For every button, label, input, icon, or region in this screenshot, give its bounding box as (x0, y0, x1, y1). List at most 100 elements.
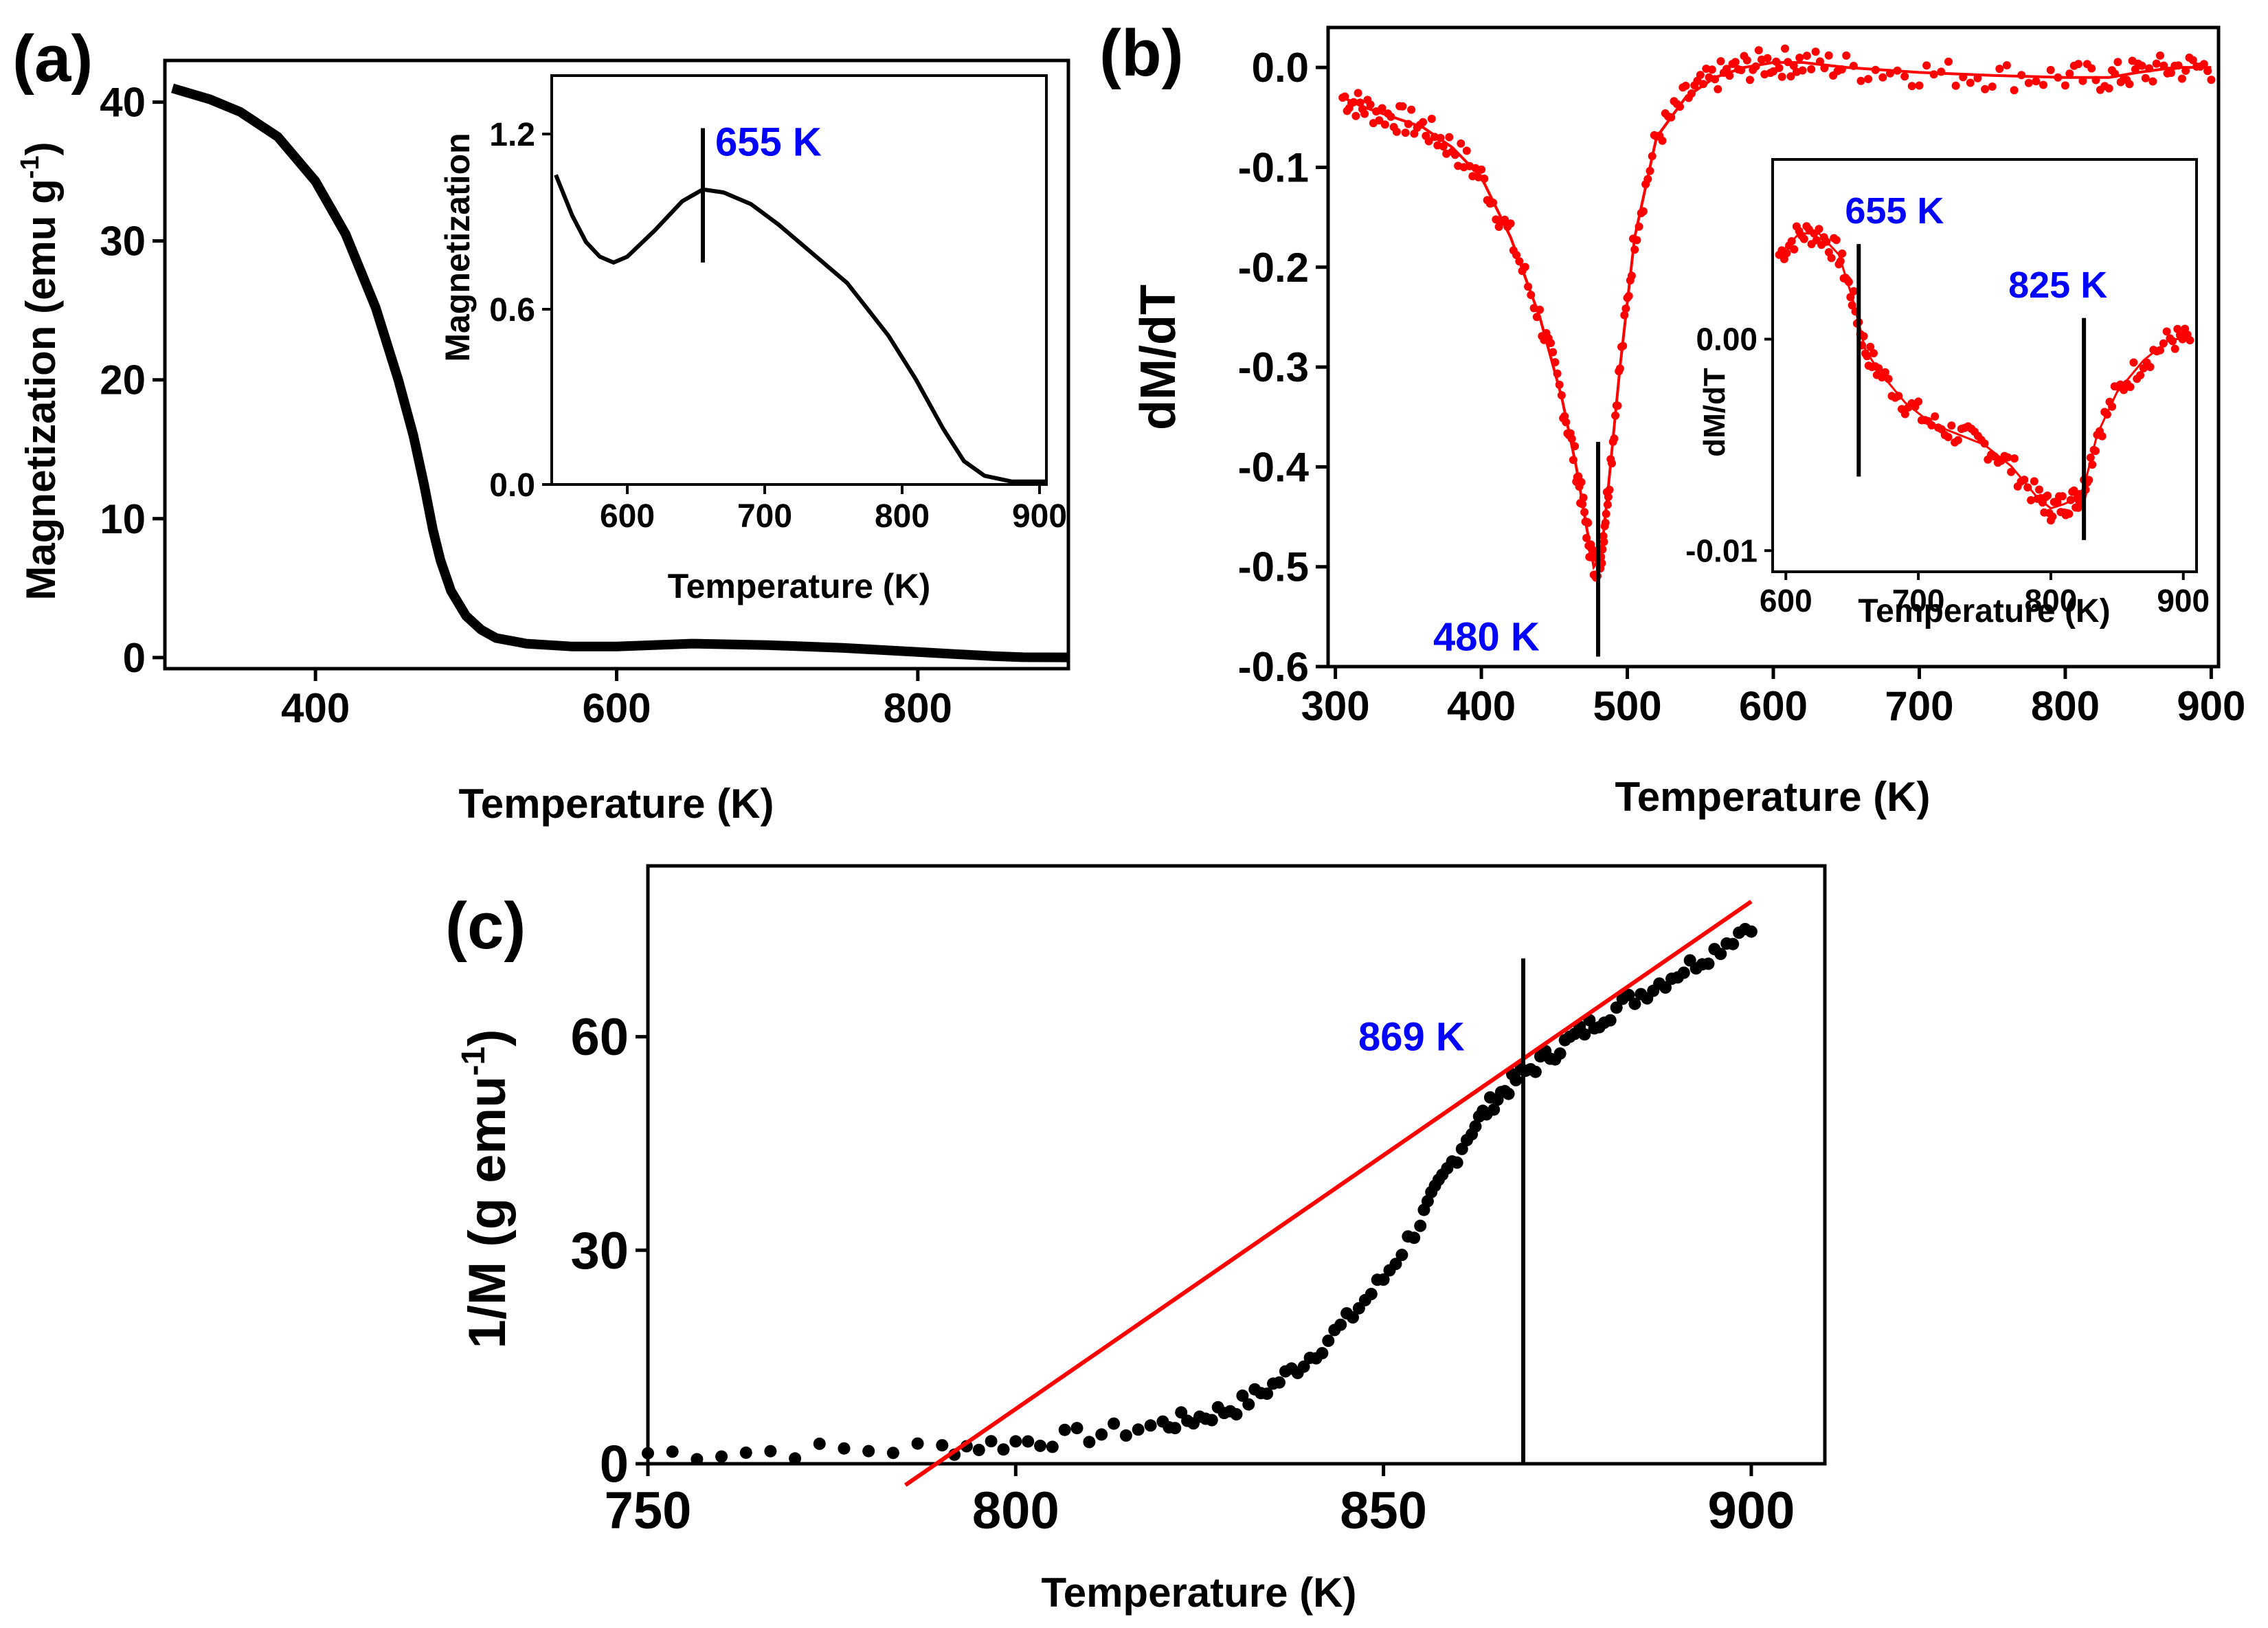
panel-b-point (2032, 77, 2041, 86)
panel-b-marker-label: 480 K (1433, 614, 1540, 659)
panel-b-inset-point (1790, 245, 1799, 254)
panel-b-point (1811, 47, 1820, 56)
panel-b-point (1569, 456, 1578, 465)
panel-c-point (1034, 1439, 1046, 1452)
panel-b-point (1995, 65, 2004, 74)
panel-c-point (1714, 948, 1727, 961)
panel-b-point (1501, 215, 1509, 224)
panel-b-point (2046, 65, 2055, 74)
panel-c-point (1578, 1028, 1591, 1041)
panel-c-point (1744, 925, 1758, 938)
panel-c-ylabel-main: 1/M (g emu (458, 1076, 517, 1349)
panel-b-point (1746, 76, 1754, 85)
panel-b-xtick-label: 300 (1301, 683, 1370, 729)
panel-b-point (1354, 89, 1362, 98)
panel-c-point (666, 1445, 679, 1458)
panel-b-inset-marker-label: 825 K (2008, 265, 2107, 306)
panel-b-point (1707, 65, 1716, 74)
panel-c-point (1469, 1120, 1482, 1133)
panel-b-inset-point (1838, 249, 1847, 258)
panel-b-point (1981, 85, 1990, 93)
panel-b-point (1356, 98, 1365, 107)
panel-c-point (1058, 1423, 1071, 1436)
panel-a-inset-xlabel: Temperature (K) (668, 567, 930, 605)
panel-c-point (764, 1445, 777, 1458)
panel-b-inset-point (2058, 492, 2067, 501)
panel-b-point (2087, 64, 2096, 73)
panel-b-point (1520, 263, 1529, 271)
panel-b-inset-ylabel: dM/dT (1698, 368, 1731, 457)
panel-b-ytick-label: 0.0 (1252, 45, 1309, 91)
panel-c-point (1273, 1376, 1285, 1389)
panel-c-point (1509, 1073, 1523, 1086)
panel-b-inset-xtick-label: 800 (2025, 583, 2078, 618)
panel-a-inset-ylabel: Magnetization (438, 133, 477, 361)
panel-a-series (171, 83, 1069, 662)
panel-b-point (1401, 129, 1410, 137)
panel-b-inset-point (1832, 236, 1841, 245)
panel-a-ylabel-sup: -1 (16, 155, 45, 179)
panel-b-point (2188, 56, 2197, 65)
panel-c-ylabel: 1/M (g emu-1) (456, 1029, 517, 1349)
panel-c-point (1083, 1436, 1096, 1449)
panel-b-inset-point (1787, 237, 1796, 245)
panel-b-inset-point (1953, 436, 1962, 445)
panel-c-point (1205, 1414, 1218, 1427)
panel-b-point (1351, 111, 1360, 120)
panel-b-inset-point (2156, 346, 2164, 355)
panel-b-point (1349, 98, 1358, 107)
panel-b-point (2141, 74, 2150, 82)
panel-b-point (1436, 133, 1445, 142)
panel-b-inset-ticks: 600 700 800 900 0.00 -0.01 (1685, 322, 2210, 618)
panel-b-point (1527, 291, 1536, 300)
panel-b-inset-point (2098, 432, 2107, 441)
panel-b-point (2113, 58, 2122, 67)
panel-b-point (2152, 59, 2161, 68)
panel-b-point (1506, 219, 1515, 228)
panel-b-inset-point (1815, 225, 1823, 234)
panel-b-point (2203, 67, 2212, 76)
panel-c-series (642, 923, 1758, 1466)
panel-c-point (1236, 1389, 1249, 1402)
panel-b-point (1603, 500, 1612, 509)
panel-c-point (1230, 1408, 1243, 1420)
panel-b-point (1532, 313, 1541, 322)
panel-c-point (1169, 1422, 1182, 1435)
panel-b-xtick-label: 700 (1885, 683, 1953, 729)
panel-c-point (1659, 981, 1672, 994)
panel-b-point (2065, 69, 2074, 78)
panel-b-point (1620, 311, 1629, 320)
panel-b-point (2159, 61, 2168, 70)
panel-b-point (1624, 291, 1633, 300)
panel-b-ytick-label: -0.6 (1238, 644, 1309, 690)
panel-b-point (1524, 282, 1533, 291)
panel-c-point (1046, 1440, 1059, 1453)
panel-b-point (1577, 478, 1586, 487)
panel-b-point (1781, 44, 1789, 53)
panel-c-point (1322, 1335, 1335, 1347)
panel-c-point (1553, 1047, 1567, 1060)
panel-b-point (1893, 66, 1902, 75)
panel-b-point (1439, 142, 1448, 151)
panel-b-inset-point (2035, 485, 2043, 494)
panel-b-point (1646, 166, 1654, 175)
panel-b-label: (b) (1099, 16, 1184, 90)
panel-c-marker-label: 869 K (1358, 1015, 1465, 1060)
panel-b-inset-markers: 655 K 825 K (1845, 190, 2107, 540)
panel-b-point (1871, 65, 1880, 74)
panel-b-point (2125, 80, 2134, 89)
panel-b-point (1775, 63, 1784, 72)
panel-c-xtick-label: 750 (605, 1482, 692, 1540)
panel-b-point (1716, 57, 1725, 66)
panel-b-point (2024, 78, 2033, 87)
panel-c-point (1389, 1258, 1402, 1271)
panel-a-inset-series (554, 174, 1046, 484)
panel-b-point (2111, 69, 2120, 78)
panel-b-point (1378, 104, 1386, 113)
panel-c-point (1022, 1435, 1035, 1448)
panel-b-point (1687, 89, 1696, 98)
panel-b-inset-point (2027, 495, 2035, 504)
panel-b-point (2199, 60, 2208, 69)
panel-b-point (1886, 69, 1894, 78)
panel-b-point (1457, 139, 1466, 148)
